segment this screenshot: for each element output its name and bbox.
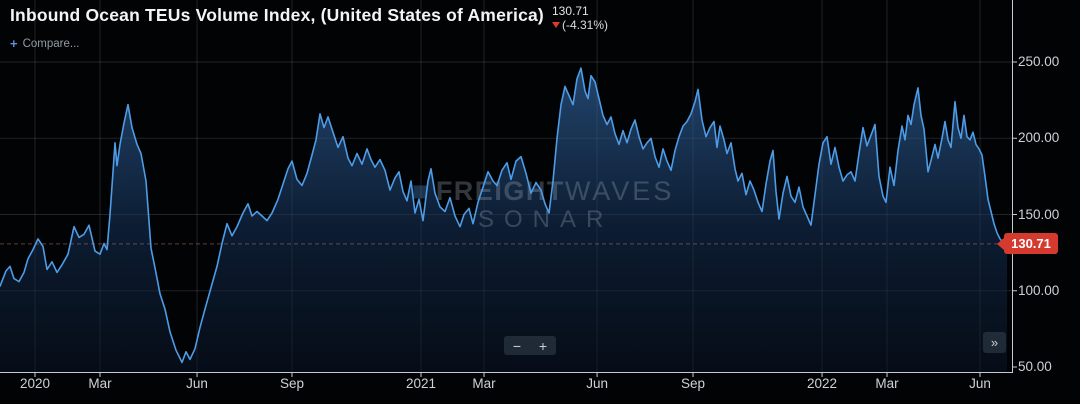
compare-button[interactable]: + Compare... [10,36,79,51]
zoom-out-button[interactable]: − [512,337,522,354]
chart-header: Inbound Ocean TEUs Volume Index, (United… [10,5,608,31]
x-axis-label: Mar [472,376,496,391]
current-value-text: 130.71 [1011,236,1051,252]
plus-icon: + [10,36,18,51]
x-axis-label: Mar [88,376,112,391]
x-axis-label: Sep [279,376,304,391]
series-line [0,67,1008,364]
scroll-forward-button[interactable]: » [983,332,1006,353]
x-axis-label: Jun [586,376,608,391]
last-value: 130.71 [551,4,589,18]
y-axis-label: 100.00 [1018,282,1060,298]
zoom-in-button[interactable]: + [538,337,548,354]
x-axis-label: Jun [969,376,991,391]
last-value-block: 130.71 (-4.31%) [551,4,608,32]
change-percent: (-4.31%) [561,17,608,32]
y-axis[interactable]: 250.00 200.00 150.00 100.00 50.00 [1018,0,1080,374]
y-axis-label: 200.00 [1018,130,1060,146]
zoom-control: − + [504,336,556,355]
x-axis-label: Jun [186,376,208,391]
y-axis-label: 50.00 [1018,359,1052,374]
x-axis-label: 2022 [807,376,838,391]
series-area [0,68,1007,372]
chart-title: Inbound Ocean TEUs Volume Index, (United… [10,5,544,25]
y-axis-label: 150.00 [1018,206,1060,222]
watermark-sonar: SONAR [478,206,613,233]
x-axis-label: 2020 [19,376,51,391]
change-down-icon [551,21,560,28]
compare-label: Compare... [22,37,80,50]
x-axis[interactable]: 2020 Mar Jun Sep 2021 Mar Jun Sep 2022 Mar Jun [0,376,1012,400]
x-axis-label: Sep [681,376,706,391]
current-value-badge: 130.71 [1004,233,1058,255]
x-axis-label: Mar [875,376,899,391]
x-axis-label: 2021 [405,376,437,391]
y-axis-label: 250.00 [1018,54,1060,69]
